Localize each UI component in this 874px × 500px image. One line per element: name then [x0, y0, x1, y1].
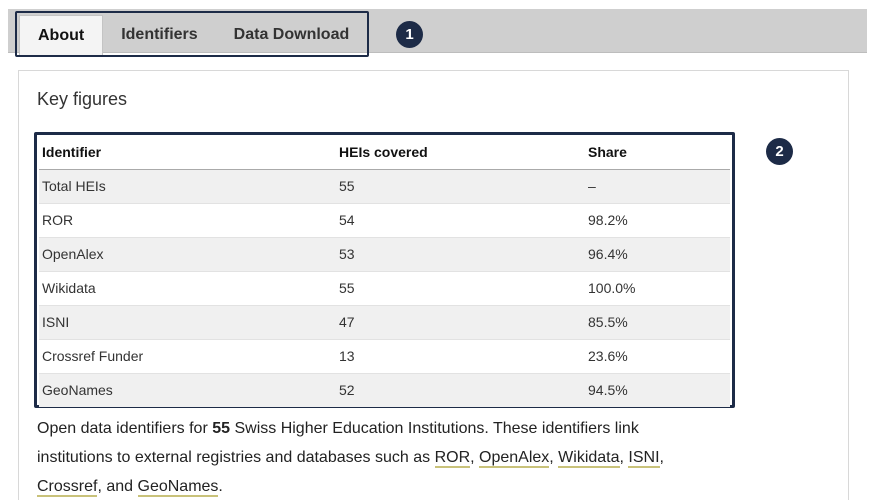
table-row: ROR 54 98.2% [39, 202, 730, 237]
hei-count: 55 [212, 420, 231, 437]
description-paragraph: Open data identifiers for 55 Swiss Highe… [37, 420, 664, 497]
link-crossref[interactable]: Crossref [37, 478, 98, 497]
table-row: OpenAlex 53 96.4% [39, 236, 730, 271]
cell-heis-covered: 54 [336, 202, 585, 237]
cell-identifier: OpenAlex [39, 236, 336, 271]
cell-share: 98.2% [585, 202, 730, 237]
annotation-badge-2: 2 [766, 138, 793, 165]
cell-share: 23.6% [585, 338, 730, 373]
key-figures-table-frame: Identifier HEIs covered Share Total HEIs… [34, 132, 735, 408]
cell-share: 85.5% [585, 304, 730, 339]
cell-identifier: GeoNames [39, 372, 336, 407]
cell-share: – [585, 168, 730, 203]
cell-heis-covered: 52 [336, 372, 585, 407]
cell-heis-covered: 53 [336, 236, 585, 271]
description-and: and [106, 478, 134, 495]
cell-share: 94.5% [585, 372, 730, 407]
table-row: Wikidata 55 100.0% [39, 270, 730, 305]
cell-identifier: Wikidata [39, 270, 336, 305]
link-wikidata[interactable]: Wikidata [558, 449, 620, 468]
description-suffix: . [218, 478, 223, 495]
cell-share: 100.0% [585, 270, 730, 305]
cell-heis-covered: 55 [336, 168, 585, 203]
annotation-badge-1: 1 [396, 21, 423, 48]
link-isni[interactable]: ISNI [628, 449, 660, 468]
table-row: GeoNames 52 94.5% [39, 372, 730, 407]
table-row: Total HEIs 55 – [39, 168, 730, 203]
tab-bar: About Identifiers Data Download [8, 9, 867, 57]
cell-identifier: Crossref Funder [39, 338, 336, 373]
cell-heis-covered: 13 [336, 338, 585, 373]
cell-identifier: ISNI [39, 304, 336, 339]
cell-identifier: Total HEIs [39, 168, 336, 203]
cell-identifier: ROR [39, 202, 336, 237]
link-ror[interactable]: ROR [434, 449, 471, 468]
header-share: Share [585, 135, 730, 170]
header-identifier: Identifier [39, 135, 336, 170]
cell-heis-covered: 55 [336, 270, 585, 305]
link-openalex[interactable]: OpenAlex [479, 449, 550, 468]
tab-data-download[interactable]: Data Download [233, 26, 350, 43]
description-middle: Swiss Higher Education Institutions. The… [37, 420, 639, 466]
header-heis-covered: HEIs covered [336, 135, 585, 170]
tab-group: About Identifiers Data Download [15, 11, 370, 57]
cell-heis-covered: 47 [336, 304, 585, 339]
cell-share: 96.4% [585, 236, 730, 271]
key-figures-title: Key figures [37, 89, 128, 109]
tab-about[interactable]: About [19, 15, 104, 55]
table-row: ISNI 47 85.5% [39, 304, 730, 339]
table-header-row: Identifier HEIs covered Share [39, 135, 730, 170]
link-geonames[interactable]: GeoNames [137, 478, 219, 497]
table-row: Crossref Funder 13 23.6% [39, 338, 730, 373]
tab-identifiers[interactable]: Identifiers [121, 26, 198, 43]
description-prefix: Open data identifiers for [37, 420, 208, 437]
key-figures-table: Identifier HEIs covered Share Total HEIs… [39, 135, 730, 407]
